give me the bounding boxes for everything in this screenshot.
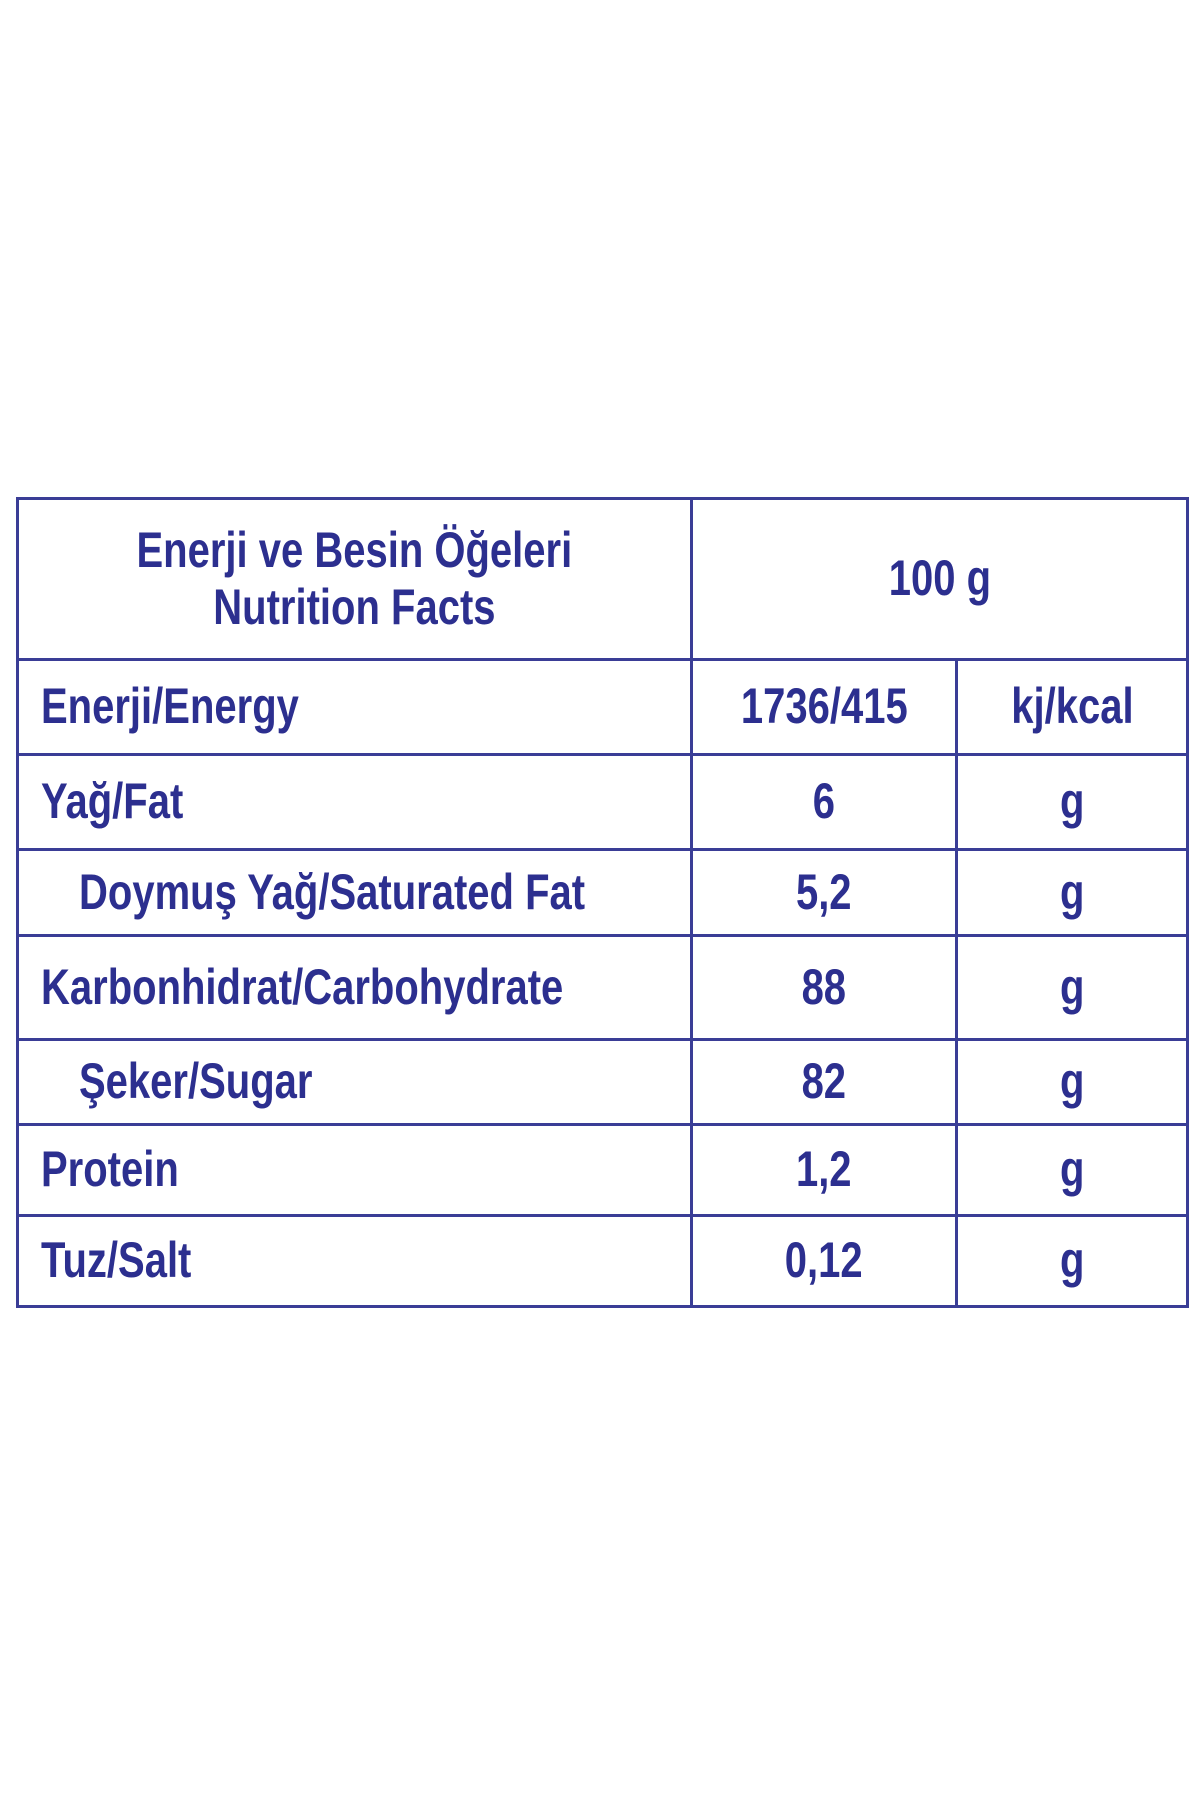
row-value-cell: 1,2 (690, 1123, 958, 1217)
row-label: Enerji/Energy (41, 678, 299, 735)
header-title-turkish: Enerji ve Besin Öğeleri (136, 521, 573, 578)
table-row-sugar: Şeker/Sugar 82 g (16, 1038, 1190, 1126)
row-unit: g (1059, 1053, 1085, 1110)
table-row-carbohydrate: Karbonhidrat/Carbohydrate 88 g (16, 934, 1190, 1041)
row-value-cell: 88 (690, 934, 958, 1041)
row-label: Protein (41, 1141, 179, 1198)
row-label-cell: Şeker/Sugar (16, 1038, 693, 1126)
row-unit-cell: kj/kcal (954, 658, 1190, 756)
row-value: 82 (801, 1053, 847, 1110)
row-value: 5,2 (796, 863, 852, 920)
row-unit-cell: g (954, 1214, 1190, 1308)
row-label: Doymuş Yağ/Saturated Fat (79, 863, 586, 920)
row-value: 6 (812, 773, 836, 830)
row-value: 1,2 (796, 1141, 852, 1198)
row-value-cell: 82 (690, 1038, 958, 1126)
row-value-cell: 6 (690, 753, 958, 851)
row-label-cell: Karbonhidrat/Carbohydrate (16, 934, 693, 1041)
row-unit: g (1059, 958, 1085, 1015)
row-unit: g (1059, 1232, 1085, 1289)
row-unit: g (1059, 863, 1085, 920)
table-row-salt: Tuz/Salt 0,12 g (16, 1214, 1190, 1308)
row-value-cell: 5,2 (690, 848, 958, 937)
row-label-cell: Yağ/Fat (16, 753, 693, 851)
row-label-cell: Protein (16, 1123, 693, 1217)
row-label-cell: Tuz/Salt (16, 1214, 693, 1308)
table-row-saturated-fat: Doymuş Yağ/Saturated Fat 5,2 g (16, 848, 1190, 937)
table-row-fat: Yağ/Fat 6 g (16, 753, 1190, 851)
table-row-protein: Protein 1,2 g (16, 1123, 1190, 1217)
row-unit: g (1059, 773, 1085, 830)
row-label: Şeker/Sugar (79, 1053, 313, 1110)
row-label: Tuz/Salt (41, 1232, 192, 1289)
table-row-energy: Enerji/Energy 1736/415 kj/kcal (16, 658, 1190, 756)
header-portion-cell: 100 g (689, 497, 1190, 661)
row-value: 88 (801, 958, 847, 1015)
header-title-cell: Enerji ve Besin Öğeleri Nutrition Facts (16, 497, 693, 661)
row-unit-cell: g (954, 1123, 1190, 1217)
row-value: 0,12 (785, 1232, 863, 1289)
row-value: 1736/415 (740, 678, 908, 735)
row-label: Karbonhidrat/Carbohydrate (41, 958, 564, 1015)
row-label: Yağ/Fat (41, 773, 184, 830)
header-portion: 100 g (888, 550, 991, 607)
row-unit-cell: g (954, 934, 1190, 1041)
row-label-cell: Enerji/Energy (16, 658, 693, 756)
row-value-cell: 1736/415 (690, 658, 958, 756)
header-title-english: Nutrition Facts (213, 579, 496, 635)
row-value-cell: 0,12 (690, 1214, 958, 1308)
row-unit-cell: g (954, 753, 1190, 851)
nutrition-facts-table: Enerji ve Besin Öğeleri Nutrition Facts … (16, 497, 1190, 1308)
table-header-row: Enerji ve Besin Öğeleri Nutrition Facts … (16, 497, 1190, 661)
row-unit-cell: g (954, 848, 1190, 937)
row-label-cell: Doymuş Yağ/Saturated Fat (16, 848, 693, 937)
row-unit: kj/kcal (1010, 678, 1134, 735)
row-unit: g (1059, 1141, 1085, 1198)
row-unit-cell: g (954, 1038, 1190, 1126)
